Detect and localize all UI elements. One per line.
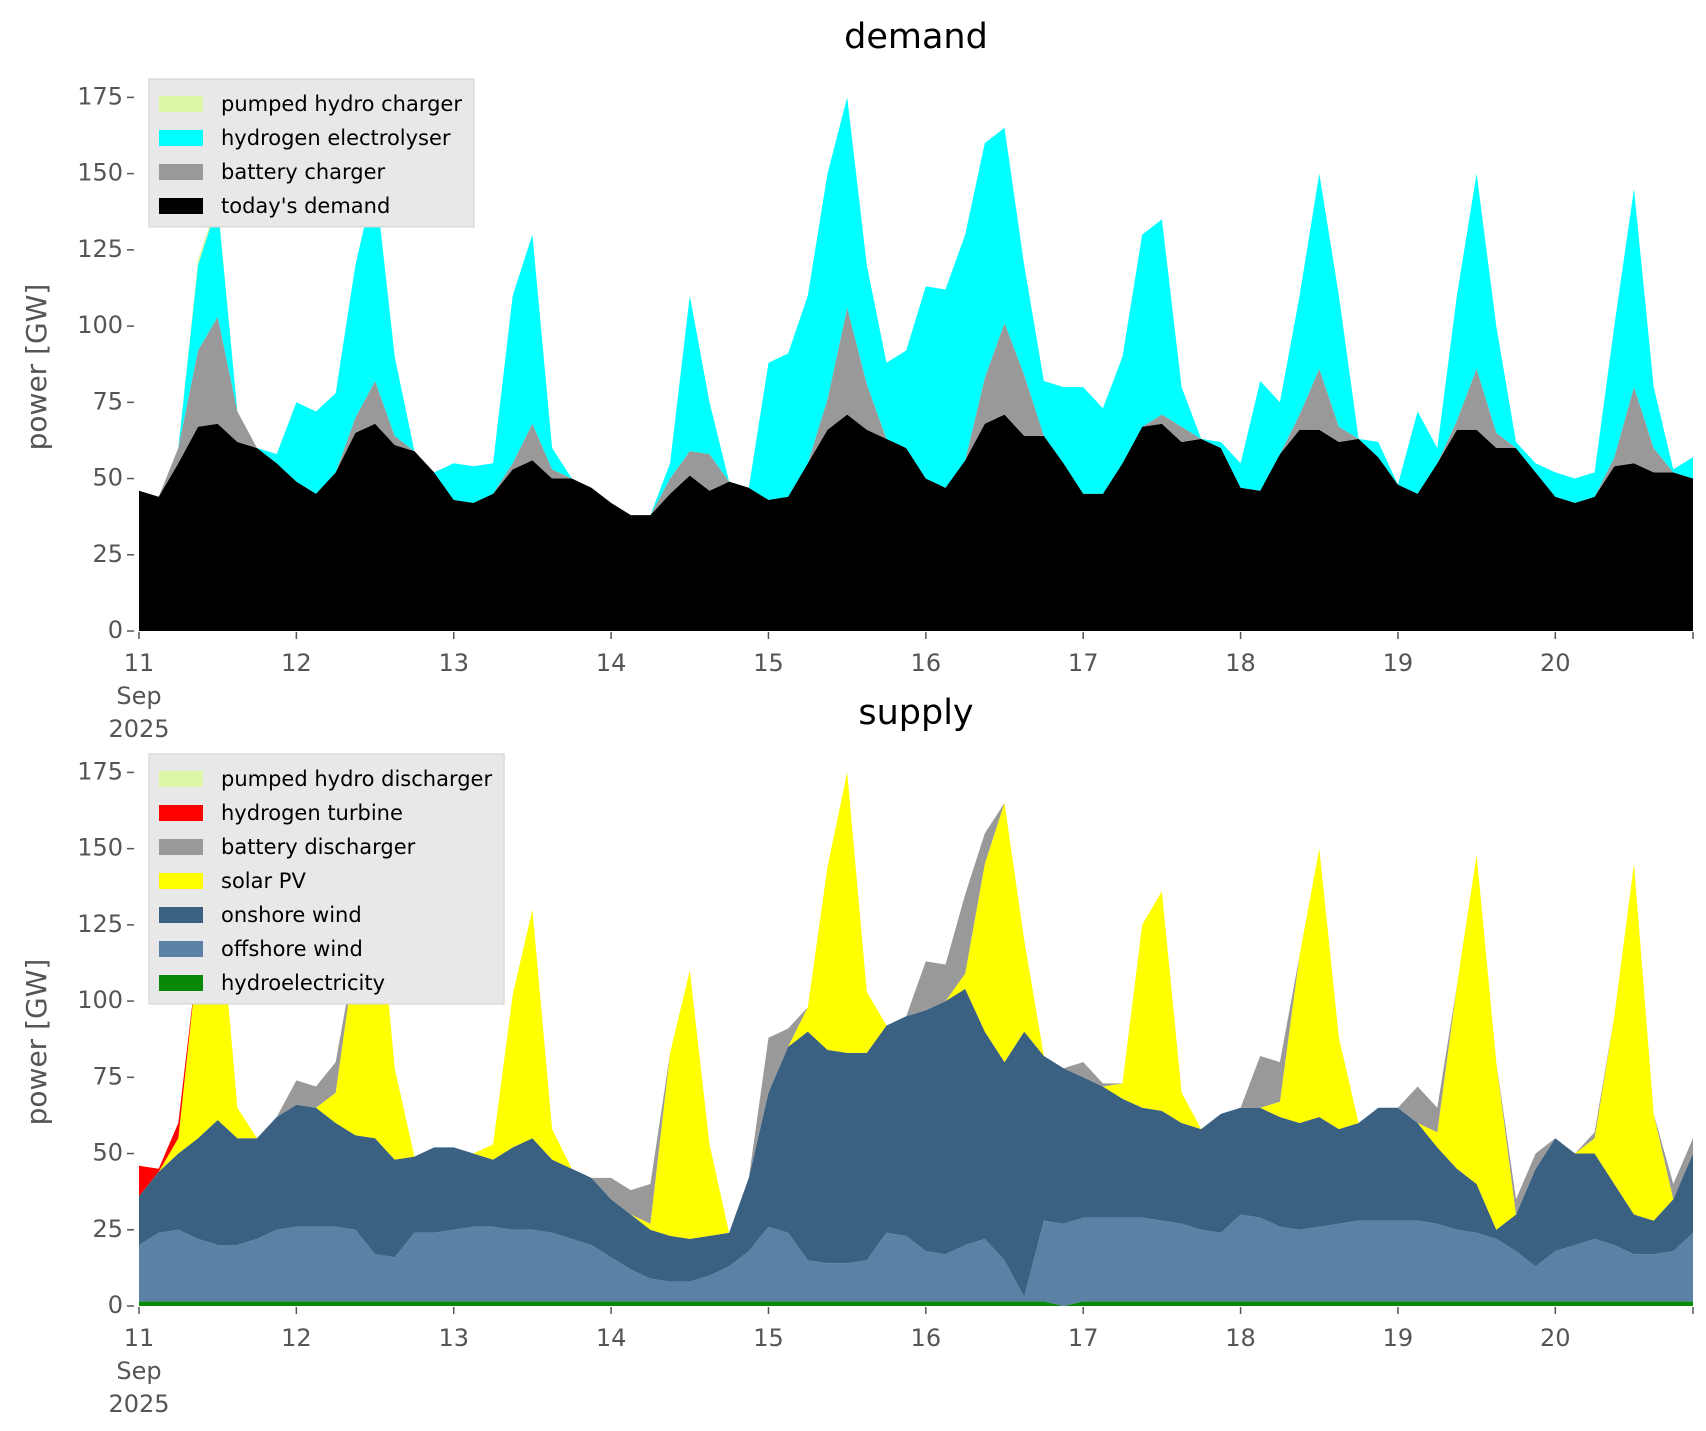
legend-label: solar PV — [221, 869, 306, 893]
area — [139, 1301, 1693, 1306]
x-tick-label: 11 — [124, 1324, 155, 1352]
legend-label: onshore wind — [221, 903, 362, 927]
area — [139, 97, 1693, 516]
x-tick-label: 14 — [596, 1324, 627, 1352]
y-tick-label: 175 — [77, 82, 123, 110]
legend: pumped hydro discharger hydrogen turbine b… — [148, 753, 505, 1005]
y-axis-label: power [GW] — [20, 284, 53, 451]
area — [139, 414, 1693, 631]
legend-swatch — [159, 873, 203, 889]
legend-swatch — [159, 164, 203, 180]
x-tick-label: 17 — [1068, 1324, 1099, 1352]
x-tick-label: 12 — [281, 649, 312, 677]
y-tick-label: 75 — [92, 387, 123, 415]
legend-swatch — [159, 941, 203, 957]
chart-title: supply — [858, 693, 973, 733]
x-tick-label: 2025 — [108, 1390, 169, 1418]
y-tick-label: 175 — [77, 757, 123, 785]
y-tick-label: 125 — [77, 235, 123, 263]
y-tick-label: 75 — [92, 1062, 123, 1090]
legend-swatch — [159, 198, 203, 214]
y-tick-label: 50 — [92, 1139, 123, 1167]
x-tick-label: 18 — [1225, 649, 1256, 677]
legend-label: hydroelectricity — [221, 971, 385, 995]
legend-swatch — [159, 805, 203, 821]
legend-swatch — [159, 771, 203, 787]
y-tick-label: 0 — [108, 616, 123, 644]
legend-swatch — [159, 907, 203, 923]
x-tick-label: 16 — [911, 1324, 942, 1352]
legend-label: offshore wind — [221, 937, 363, 961]
legend-swatch — [159, 975, 203, 991]
area — [139, 772, 1693, 1233]
area — [139, 1214, 1693, 1306]
x-tick-label: 18 — [1225, 1324, 1256, 1352]
y-tick-label: 0 — [108, 1291, 123, 1319]
legend-label: battery charger — [221, 160, 386, 184]
y-tick-label: 25 — [92, 1215, 123, 1243]
x-tick-label: 2025 — [108, 715, 169, 743]
chart-title: demand — [844, 17, 988, 57]
x-tick-label: 16 — [911, 649, 942, 677]
x-tick-label: 14 — [596, 649, 627, 677]
x-tick-label: 13 — [438, 649, 469, 677]
x-tick-label: 15 — [753, 1324, 784, 1352]
legend-label: today's demand — [221, 194, 390, 218]
y-tick-label: 125 — [77, 910, 123, 938]
legend-box — [148, 78, 475, 228]
y-tick-label: 25 — [92, 540, 123, 568]
legend-swatch — [159, 96, 203, 112]
y-tick-label: 150 — [77, 159, 123, 187]
x-tick-label: 15 — [753, 649, 784, 677]
y-tick-label: 150 — [77, 834, 123, 862]
legend: pumped hydro charger hydrogen electrolyse… — [148, 78, 475, 228]
legend-label: battery discharger — [221, 835, 416, 859]
x-tick-label: 19 — [1383, 1324, 1414, 1352]
y-tick-label: 100 — [77, 986, 123, 1014]
area — [139, 772, 1693, 1239]
legend-label: pumped hydro discharger — [221, 767, 492, 791]
legend-box — [148, 753, 505, 1005]
y-tick-label: 100 — [77, 311, 123, 339]
x-tick-label: 13 — [438, 1324, 469, 1352]
x-tick-label: 12 — [281, 1324, 312, 1352]
legend-swatch — [159, 839, 203, 855]
y-axis-label: power [GW] — [20, 959, 53, 1126]
x-tick-label: 20 — [1540, 649, 1571, 677]
x-tick-label: 17 — [1068, 649, 1099, 677]
legend-label: pumped hydro charger — [221, 92, 462, 116]
legend-label: hydrogen turbine — [221, 801, 403, 825]
area — [139, 988, 1693, 1297]
x-tick-label: Sep — [116, 1357, 161, 1385]
x-tick-label: 20 — [1540, 1324, 1571, 1352]
x-tick-label: 11 — [124, 649, 155, 677]
y-tick-label: 50 — [92, 464, 123, 492]
x-tick-label: Sep — [116, 682, 161, 710]
legend-label: hydrogen electrolyser — [221, 126, 451, 150]
x-tick-label: 19 — [1383, 649, 1414, 677]
legend-swatch — [159, 130, 203, 146]
